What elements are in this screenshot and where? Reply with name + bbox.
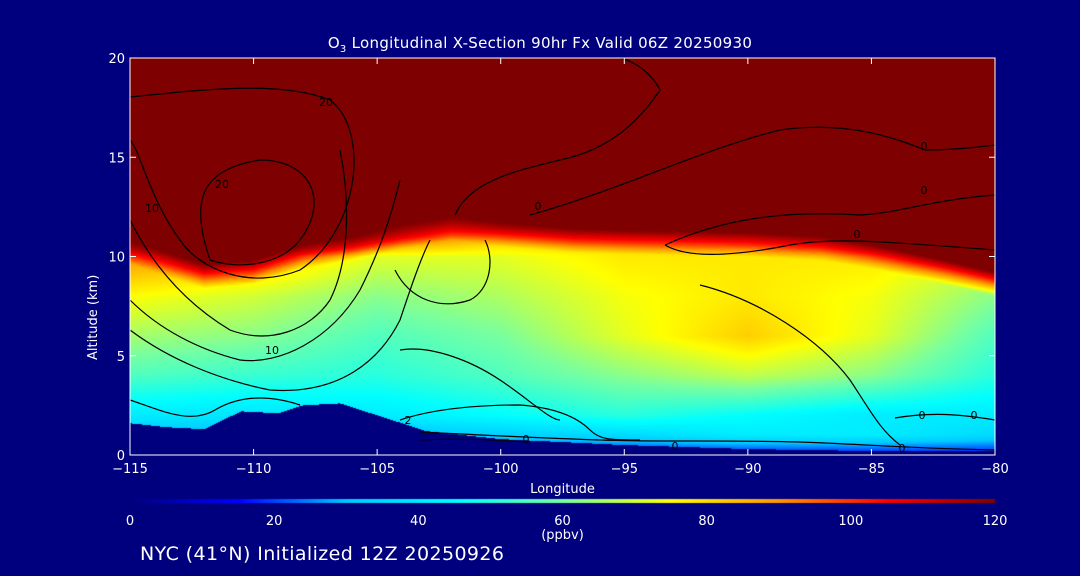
chart-title: O3 Longitudinal X-Section 90hr Fx Valid … <box>327 34 753 55</box>
y-tick-label: 15 <box>108 151 125 166</box>
colorbar-tick-label: 20 <box>266 514 283 529</box>
contour-line <box>529 126 996 216</box>
contour-label: 0 <box>919 409 926 422</box>
colorbar-tick-label: 100 <box>838 514 863 529</box>
y-tick-label: 10 <box>108 251 125 266</box>
contour-label: 0 <box>535 200 542 213</box>
contour-line <box>200 159 315 266</box>
contour-label: 0 <box>899 442 906 455</box>
contour-label: 0 <box>921 184 928 197</box>
contour-line <box>894 413 996 421</box>
contour-line <box>419 431 996 451</box>
colorbar-units: (ppbv) <box>541 528 584 543</box>
contour-line <box>664 194 996 246</box>
x-tick-label: −90 <box>734 462 761 477</box>
footer-caption: NYC (41°N) Initialized 12Z 20250926 <box>140 543 505 565</box>
contour-label: 0 <box>971 409 978 422</box>
y-tick-label: 5 <box>117 350 125 365</box>
contour-line <box>129 179 401 362</box>
contour-line <box>399 348 561 421</box>
y-axis-label: Altitude (km) <box>86 274 101 360</box>
x-tick-label: −105 <box>359 462 395 477</box>
x-tick-label: −110 <box>236 462 272 477</box>
colorbar-tick-label: 40 <box>410 514 427 529</box>
colorbar-tick-label: 0 <box>126 514 134 529</box>
x-tick-label: −95 <box>611 462 638 477</box>
contour-label: 20 <box>319 96 333 109</box>
plot-frame <box>129 57 996 456</box>
contour-label: 10 <box>145 202 159 215</box>
contour-line <box>129 239 431 392</box>
contour-label: 0 <box>854 228 861 241</box>
x-tick-label: −80 <box>981 462 1008 477</box>
contour-line <box>699 284 901 446</box>
contour-label: 0 <box>921 140 928 153</box>
contour-label: 0 <box>523 433 530 446</box>
contour-label: 0 <box>672 440 679 453</box>
x-tick-label: −115 <box>112 462 148 477</box>
contour-line <box>394 239 491 305</box>
x-tick-label: −100 <box>483 462 519 477</box>
contour-label: 2 <box>405 414 412 427</box>
y-tick-label: 20 <box>108 52 125 67</box>
contour-line <box>129 397 301 417</box>
contour-label: 20 <box>215 178 229 191</box>
contour-line <box>399 404 641 441</box>
contour-line <box>419 438 531 443</box>
contour-line <box>664 240 996 256</box>
contour-line <box>454 57 661 216</box>
colorbar-tick-label: 80 <box>698 514 715 529</box>
contour-label: 10 <box>265 344 279 357</box>
x-tick-label: −85 <box>858 462 885 477</box>
contour-line <box>129 87 355 279</box>
colorbar-tick-label: 60 <box>554 514 571 529</box>
contour-lines <box>129 57 996 451</box>
contour-line <box>129 149 348 337</box>
y-tick-label: 0 <box>117 449 125 464</box>
colorbar-tick-label: 120 <box>983 514 1008 529</box>
x-axis-label: Longitude <box>530 482 595 497</box>
